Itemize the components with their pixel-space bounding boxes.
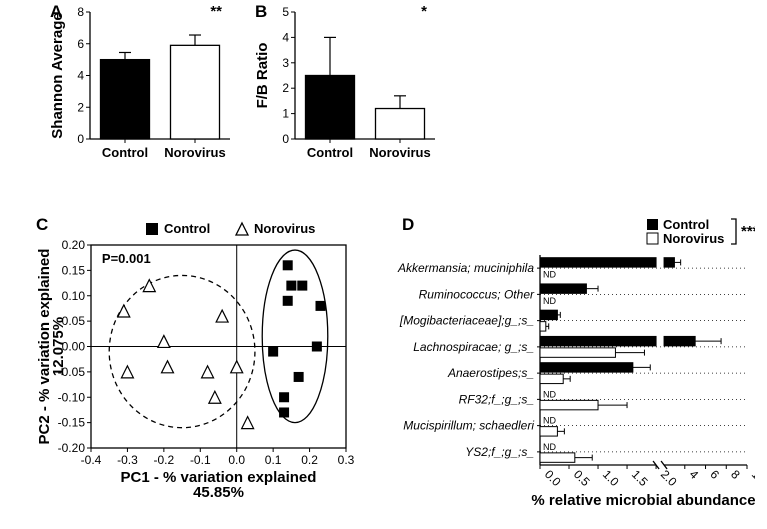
panel-label-a: A [50, 2, 62, 22]
svg-text:0.2: 0.2 [301, 453, 318, 467]
panel-d-barh: 0.0 0.5 1.0 1.5 2.0 468 10 % relative microbial… [375, 215, 755, 515]
control-point-icon [287, 281, 296, 290]
svg-text:8: 8 [77, 5, 84, 19]
norovirus-point-icon [242, 417, 254, 429]
svg-text:YS2;f_;g_;s_: YS2;f_;g_;s_ [465, 445, 534, 459]
svg-text:6: 6 [77, 37, 84, 51]
svg-text:6: 6 [707, 467, 722, 482]
panel-label-d: D [402, 215, 414, 235]
svg-text:Norovirus: Norovirus [164, 145, 225, 160]
svg-text:10: 10 [749, 467, 755, 487]
svg-text:Lachnospiracae; g_;s_: Lachnospiracae; g_;s_ [413, 340, 534, 354]
panel-c-scatter: -0.4 -0.3 -0.2 -0.1 0.0 0.1 0.2 0.3 -0.20 -0.15 -0… [36, 215, 356, 515]
svg-text:1.5: 1.5 [629, 467, 651, 489]
svg-text:ND: ND [543, 296, 556, 306]
svg-text:0.20: 0.20 [62, 238, 86, 252]
bar [171, 45, 220, 139]
control-point-icon [298, 281, 307, 290]
svg-text:-0.4: -0.4 [81, 453, 102, 467]
svg-text:Mucispirillum; schaedleri: Mucispirillum; schaedleri [403, 419, 534, 433]
control-point-icon [280, 408, 289, 417]
svg-text:4: 4 [687, 467, 702, 482]
svg-text:Norovirus: Norovirus [663, 231, 724, 246]
svg-text:-0.15: -0.15 [58, 416, 86, 430]
svg-text:RF32;f_;g_;s_: RF32;f_;g_;s_ [459, 392, 534, 406]
svg-text:Ruminococcus; Other: Ruminococcus; Other [419, 287, 535, 301]
svg-text:0.3: 0.3 [338, 453, 355, 467]
norovirus-point-icon [216, 310, 228, 322]
svg-text:Control: Control [164, 221, 210, 236]
svg-text:-0.10: -0.10 [58, 390, 86, 404]
svg-text:Control: Control [102, 145, 148, 160]
svg-text:4: 4 [282, 30, 289, 44]
svg-text:0: 0 [282, 132, 289, 146]
control-point-icon [283, 261, 292, 270]
panel-a-bar-chart: 0 2 4 6 8 Shannon Average Control Norovirus ** [50, 2, 240, 167]
svg-text:Akkermansia; muciniphila: Akkermansia; muciniphila [397, 261, 534, 275]
norovirus-point-icon [202, 366, 214, 378]
svg-text:-0.2: -0.2 [154, 453, 175, 467]
svg-text:45.85%: 45.85% [193, 484, 244, 501]
svg-text:0.0: 0.0 [228, 453, 245, 467]
panel-b-bar-chart: 0 1 2 3 4 5 F/B Ratio Control Norovirus * [255, 2, 445, 167]
svg-text:F/B Ratio: F/B Ratio [255, 43, 271, 109]
svg-text:5: 5 [282, 5, 289, 19]
svg-text:2: 2 [282, 81, 289, 95]
svg-text:% relative microbial abundance: % relative microbial abundance [531, 492, 755, 509]
svg-text:0.5: 0.5 [571, 467, 593, 489]
svg-text:P=0.001: P=0.001 [102, 251, 151, 266]
bar [376, 109, 425, 139]
svg-text:0: 0 [77, 132, 84, 146]
svg-text:Norovirus: Norovirus [254, 221, 315, 236]
panel-label-b: B [255, 2, 267, 22]
svg-text:-0.1: -0.1 [190, 453, 211, 467]
svg-text:0.0: 0.0 [542, 467, 564, 489]
svg-text:0.1: 0.1 [265, 453, 282, 467]
svg-text:Anaerostipes;s_: Anaerostipes;s_ [447, 366, 534, 380]
svg-text:ND: ND [543, 270, 556, 280]
svg-text:3: 3 [282, 56, 289, 70]
svg-text:ND: ND [543, 442, 556, 452]
norovirus-point-icon [118, 305, 130, 317]
norovirus-point-icon [231, 361, 243, 373]
bar [101, 60, 150, 139]
svg-text:-0.3: -0.3 [117, 453, 138, 467]
svg-text:12.075%: 12.075% [50, 317, 67, 376]
norovirus-point-icon [162, 361, 174, 373]
control-point-icon [280, 393, 289, 402]
svg-text:Control: Control [663, 217, 709, 232]
bar [306, 76, 355, 140]
svg-text:Norovirus: Norovirus [369, 145, 430, 160]
control-point-icon [294, 372, 303, 381]
control-point-icon [269, 347, 278, 356]
svg-text:Shannon Average: Shannon Average [50, 12, 66, 138]
svg-text:2.0: 2.0 [658, 467, 680, 489]
svg-text:[Mogibacteriaceae];g_;s_: [Mogibacteriaceae];g_;s_ [399, 314, 534, 328]
control-point-icon [316, 301, 325, 310]
norovirus-point-icon [143, 280, 155, 292]
panel-label-c: C [36, 215, 48, 235]
norovirus-point-icon [158, 335, 170, 347]
control-point-icon [283, 296, 292, 305]
svg-text:***: *** [741, 223, 755, 240]
svg-text:*: * [421, 3, 427, 20]
control-point-icon [312, 342, 321, 351]
svg-text:1: 1 [282, 107, 289, 121]
svg-text:ND: ND [543, 416, 556, 426]
svg-text:ND: ND [543, 389, 556, 399]
svg-text:**: ** [210, 3, 222, 20]
norovirus-point-icon [209, 391, 221, 403]
svg-text:2: 2 [77, 100, 84, 114]
svg-text:0.10: 0.10 [62, 289, 86, 303]
svg-text:-0.20: -0.20 [58, 441, 86, 455]
svg-text:Control: Control [307, 145, 353, 160]
svg-text:1.0: 1.0 [600, 467, 622, 489]
svg-text:0.15: 0.15 [62, 263, 86, 277]
svg-text:4: 4 [77, 69, 84, 83]
svg-text:8: 8 [728, 467, 743, 482]
norovirus-point-icon [121, 366, 133, 378]
